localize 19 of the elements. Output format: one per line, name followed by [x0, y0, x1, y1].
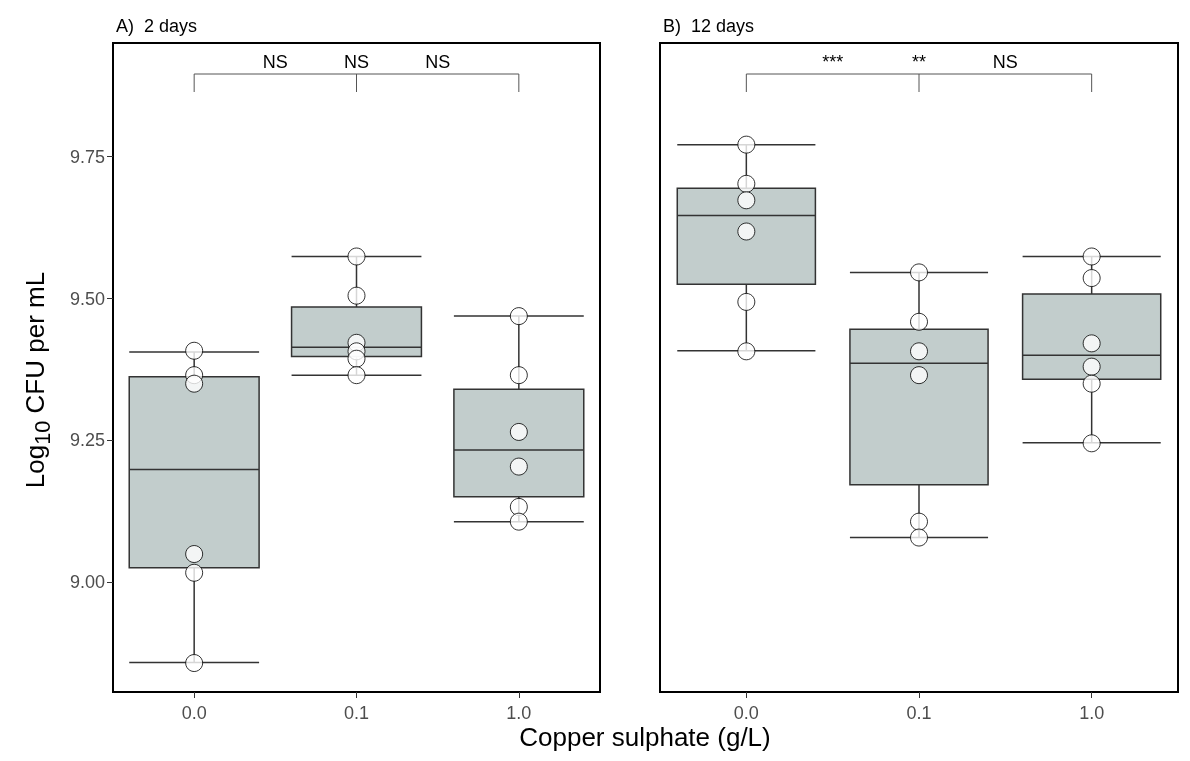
annotation: NS	[262, 52, 288, 72]
y-tick-label: 9.75	[69, 146, 105, 167]
x-tick-label: 0.0	[733, 703, 759, 723]
y-tick-label: 9.25	[69, 430, 105, 451]
chart-title: A) 2 days	[116, 16, 198, 36]
annotation: NS	[343, 52, 370, 72]
y-tick-label: 9.50	[69, 288, 105, 309]
y-tick-label: 9.00	[69, 572, 105, 593]
x-tick-label: 0.1	[906, 703, 932, 723]
x-tick-label: 0.1	[343, 703, 370, 723]
annotation: NS	[425, 52, 451, 72]
x-axis-title: Copper sulphate (g/L)	[519, 722, 771, 753]
annotation: **	[911, 52, 927, 72]
annotation: NS	[992, 52, 1018, 72]
x-tick-label: 1.0	[506, 703, 532, 723]
annotation: ***	[822, 52, 844, 72]
x-tick-label: 0.0	[181, 703, 207, 723]
chart-title: B) 12 days	[663, 16, 755, 36]
x-tick-label: 1.0	[1079, 703, 1105, 723]
